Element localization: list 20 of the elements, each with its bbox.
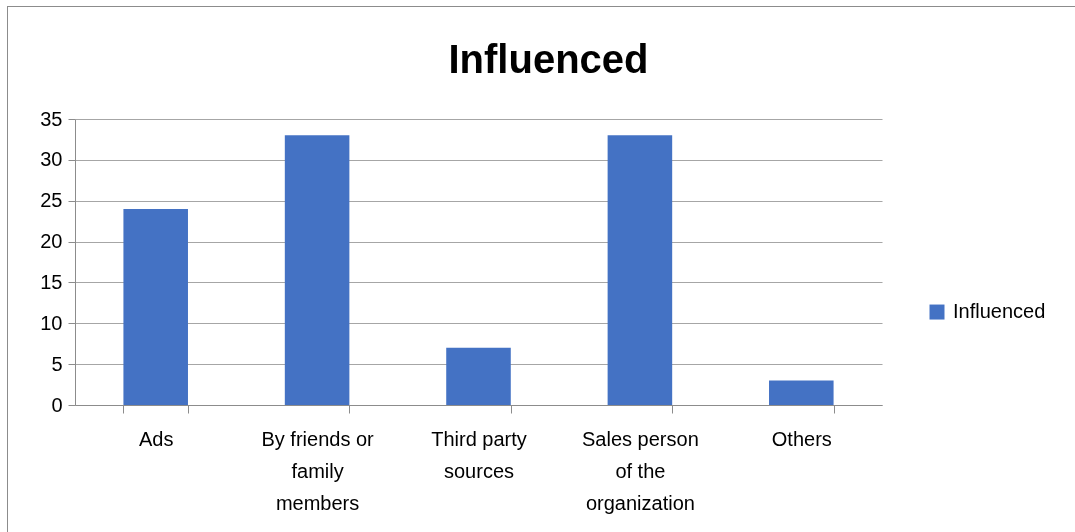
x-tick-label: Others: [771, 427, 832, 450]
y-tick-label: 25: [40, 189, 63, 212]
chart-title: Influenced: [448, 37, 649, 81]
y-tick-label: 5: [51, 352, 63, 375]
bar: [446, 347, 511, 405]
y-tick-label: 30: [40, 148, 63, 171]
x-tick-label: Sales person of the organization: [582, 427, 699, 514]
y-tick-label: 35: [40, 107, 63, 130]
bar: [284, 135, 350, 405]
y-tick-label: 15: [40, 270, 63, 293]
x-tick-label: By friends or family members: [261, 427, 375, 514]
legend-label: Influenced: [953, 300, 1046, 323]
y-tick-label: 0: [51, 393, 63, 416]
bar: [769, 380, 834, 405]
x-tick-label: Ads: [138, 427, 174, 450]
bar: [607, 135, 673, 405]
x-tick-label: Third party sources: [431, 427, 527, 482]
bar: [123, 208, 188, 405]
y-tick-label: 10: [40, 311, 63, 334]
y-tick-label: 20: [40, 230, 63, 253]
